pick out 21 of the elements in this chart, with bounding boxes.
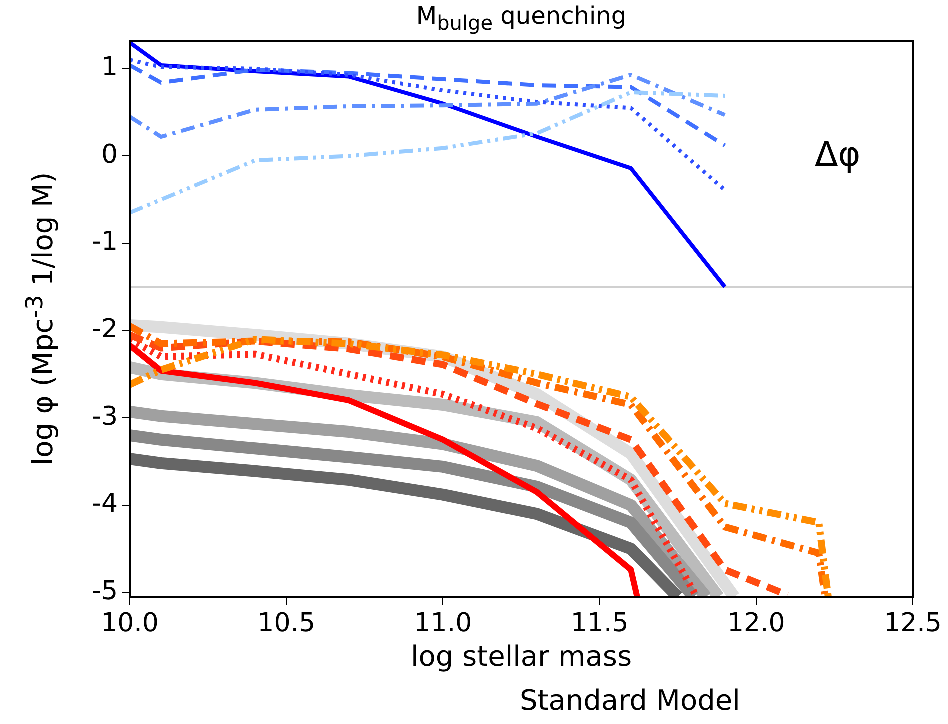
y-tick-label: -3 (92, 402, 118, 432)
chart-title: M$_{bulge}$ quenching (416, 2, 627, 35)
x-tick-label: 12.0 (727, 608, 786, 638)
y-tick-label: 1 (101, 52, 118, 83)
y-tick-label: -2 (92, 314, 118, 345)
x-tick-label: 10.5 (258, 608, 316, 638)
line-series (130, 90, 728, 215)
x-tick-label: 10.0 (101, 608, 159, 638)
y-tick-label: -1 (92, 227, 118, 258)
x-tick-label: 11.5 (570, 608, 629, 638)
x-axis-title: log stellar mass (410, 640, 632, 673)
annotation: Δφ (815, 135, 861, 175)
text: Standard Model (520, 684, 740, 717)
line-series (130, 73, 728, 140)
y-tick-label: -5 (92, 576, 118, 606)
x-tick-label: 12.5 (884, 608, 942, 638)
line-series (130, 58, 728, 192)
line-series (130, 63, 728, 148)
x-tick-label: 11.0 (414, 608, 472, 638)
y-tick-label: -4 (92, 489, 118, 520)
y-tick-label: 0 (101, 140, 118, 170)
